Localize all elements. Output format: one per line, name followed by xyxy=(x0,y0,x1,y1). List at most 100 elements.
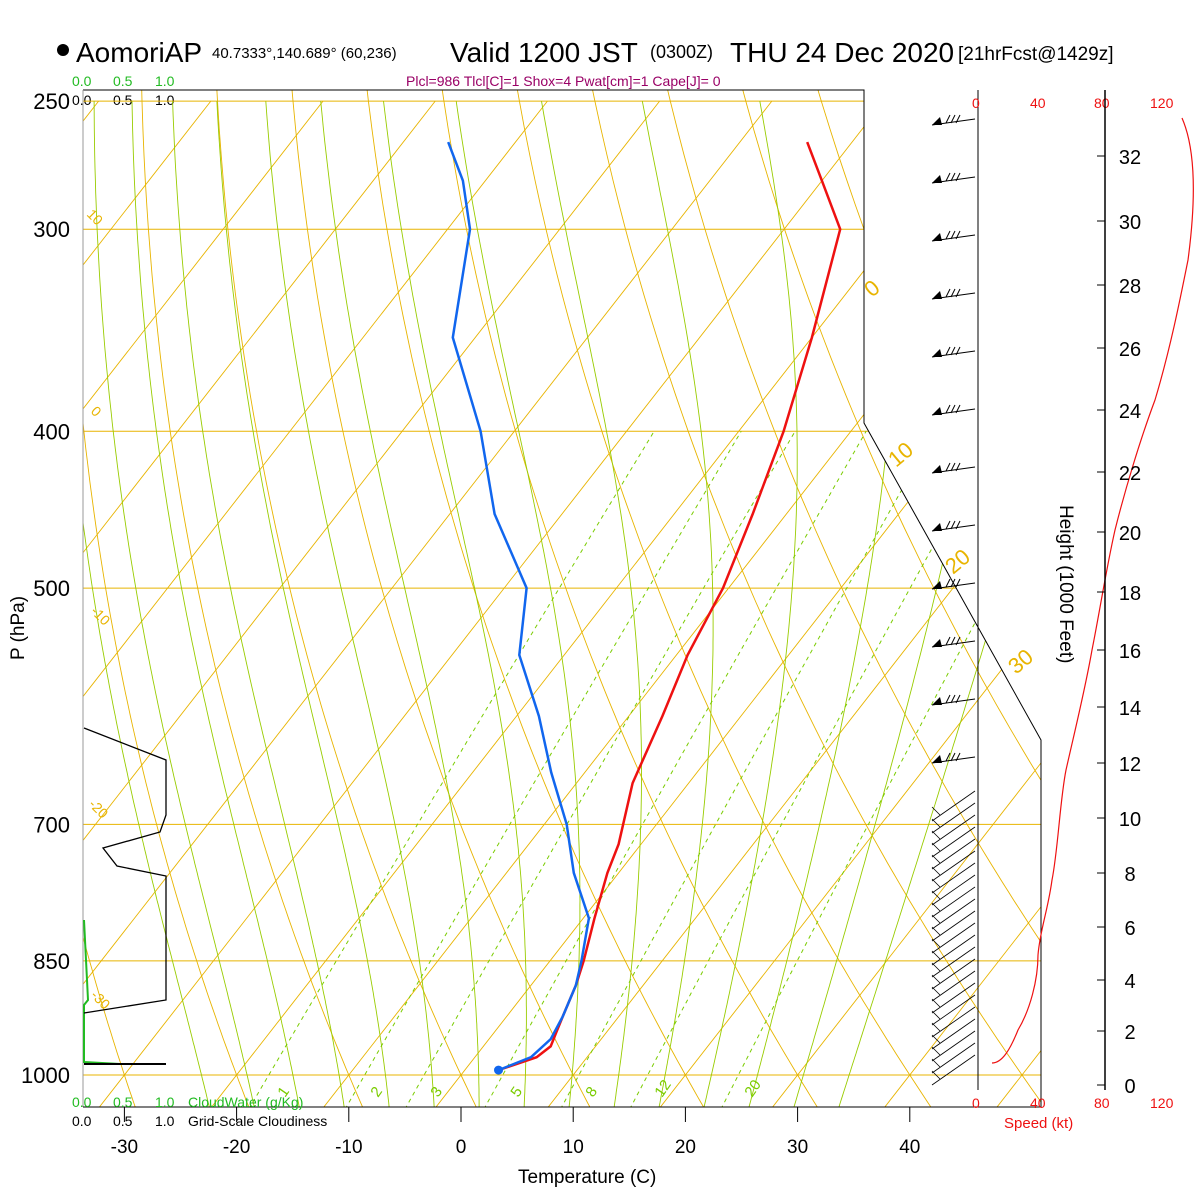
wind-barb-feather xyxy=(945,462,951,472)
isotherm-line xyxy=(209,100,997,1107)
wind-barb-icon xyxy=(931,636,976,648)
speed-tick-bottom: 40 xyxy=(1030,1095,1046,1111)
height-tick-label: 24 xyxy=(1119,401,1141,423)
dry-adiabat-line xyxy=(215,90,478,1107)
wind-barb-feather xyxy=(950,114,956,124)
isotherm-line xyxy=(83,100,548,1107)
bottom-green-tick: 1.0 xyxy=(155,1094,175,1110)
wind-barb-shaft xyxy=(931,982,976,1014)
wind-barb-flag xyxy=(932,349,942,357)
speed-axis-label: Speed (kt) xyxy=(1004,1115,1073,1132)
wind-barb-feather xyxy=(945,694,951,704)
wind-barb-feather xyxy=(931,818,941,828)
wind-barb-feather xyxy=(955,404,961,414)
wind-barb-icon xyxy=(931,994,976,1026)
speed-panel: 0 40 80 120 0 40 80 120 Speed (kt) xyxy=(972,90,1194,1132)
height-tick-label: 20 xyxy=(1119,523,1141,545)
wind-barb-icon xyxy=(931,288,976,300)
pressure-tick-label: 300 xyxy=(33,217,70,242)
wind-barb-feather xyxy=(950,578,956,588)
cloudwater-label: CloudWater (g/Kg) xyxy=(188,1094,303,1110)
station-name: AomoriAP xyxy=(76,37,202,68)
potential-temp-label: 20 xyxy=(940,544,975,579)
dry-adiabat-line xyxy=(737,90,1041,1107)
speed-profile-line xyxy=(991,117,1194,1064)
height-tick-label: 26 xyxy=(1119,339,1141,361)
station-bullet-icon xyxy=(57,44,69,56)
isotherm-line xyxy=(658,100,1041,1107)
wind-barb-feather xyxy=(931,926,941,936)
wind-barb-flag xyxy=(932,233,942,241)
wind-barb-icon xyxy=(931,172,976,184)
speed-tick-top: 0 xyxy=(972,95,980,111)
wind-barb-feather xyxy=(931,1034,941,1044)
pressure-tick-label: 1000 xyxy=(21,1063,70,1088)
wind-barb-feather xyxy=(955,578,961,588)
isotherm-line xyxy=(882,100,1041,1107)
dewpoint-line xyxy=(447,141,591,1072)
wind-barb-icon xyxy=(931,1006,976,1038)
wind-barb-icon xyxy=(931,958,976,990)
wind-barb-flag xyxy=(932,291,942,299)
wind-barb-shaft xyxy=(931,1042,976,1074)
height-tick-label: 8 xyxy=(1124,864,1135,886)
height-tick-label: 30 xyxy=(1119,212,1141,234)
wind-barb-shaft xyxy=(931,850,976,882)
top-cloud-scale: 0.0 0.5 1.0 0.0 0.5 1.0 xyxy=(72,73,175,108)
bottom-black-tick: 0.5 xyxy=(113,1113,133,1129)
wind-barb-icon xyxy=(931,578,976,590)
wind-barb-feather xyxy=(931,998,941,1008)
dry-adiabat-line xyxy=(513,90,933,1107)
height-tick-label: 18 xyxy=(1119,583,1141,605)
wind-barb-icon xyxy=(931,826,976,858)
wind-barb-shaft xyxy=(931,1030,976,1062)
speed-tick-bottom: 0 xyxy=(972,1095,980,1111)
bottom-black-tick: 0.0 xyxy=(72,1113,92,1129)
mixing-ratio-line xyxy=(483,431,867,1107)
wind-barb-flag xyxy=(932,581,942,589)
temperature-axis: -30 -20 -10 0 10 20 30 40 xyxy=(111,1107,920,1158)
mixing-ratio-label: 20 xyxy=(741,1077,764,1100)
plot-border xyxy=(83,89,1042,1107)
valid-date: THU 24 Dec 2020 xyxy=(730,37,954,68)
cloudiness-label: Grid-Scale Cloudiness xyxy=(188,1113,327,1129)
wind-barb-feather xyxy=(950,346,956,356)
forecast-info: [21hrFcst@1429z] xyxy=(958,44,1114,65)
dry-adiabat-line xyxy=(1186,73,1200,1110)
wind-barb-flag xyxy=(932,697,942,705)
speed-tick-bottom: 80 xyxy=(1094,1095,1110,1111)
dry-adiabat-line xyxy=(290,90,592,1107)
bottom-green-tick: 0.5 xyxy=(113,1094,133,1110)
wind-barb-feather xyxy=(955,462,961,472)
wind-barb-shaft xyxy=(931,994,976,1026)
wind-barb-feather xyxy=(931,950,941,960)
moist-adiabat-line xyxy=(641,101,714,1107)
dry-adiabat-line xyxy=(83,90,137,1107)
height-tick-label: 14 xyxy=(1119,698,1141,720)
wind-barb-icon xyxy=(931,910,976,942)
temperature-tick-label: -30 xyxy=(111,1137,138,1158)
dry-adiabat-line xyxy=(588,90,1041,1107)
wind-barb-feather xyxy=(955,520,961,530)
dry-adiabat-line xyxy=(961,90,1041,1107)
wind-barb-feather xyxy=(955,114,961,124)
cloudiness-line xyxy=(83,727,167,1014)
temperature-tick-label: -20 xyxy=(223,1137,250,1158)
temperature-line xyxy=(498,141,842,1072)
wind-barb-shaft xyxy=(931,826,976,858)
mixing-ratio-line xyxy=(344,431,742,1107)
wind-barb-icon xyxy=(931,874,976,906)
mixing-ratio-line xyxy=(629,431,998,1107)
temperature-tick-label: -10 xyxy=(335,1137,362,1158)
temperature-tick-label: 10 xyxy=(563,1137,584,1158)
mixing-ratio-label: 12 xyxy=(651,1077,674,1100)
mixing-ratio-label: 5 xyxy=(507,1084,526,1101)
skewt-grid xyxy=(83,73,1200,1110)
moist-adiabat-line xyxy=(320,101,480,1107)
moist-adiabat-line xyxy=(541,101,642,1107)
cloud-profiles xyxy=(83,727,167,1065)
moist-adiabat-line xyxy=(172,101,345,1107)
wind-barb-shaft xyxy=(931,1006,976,1038)
pressure-tick-label: 700 xyxy=(33,812,70,837)
